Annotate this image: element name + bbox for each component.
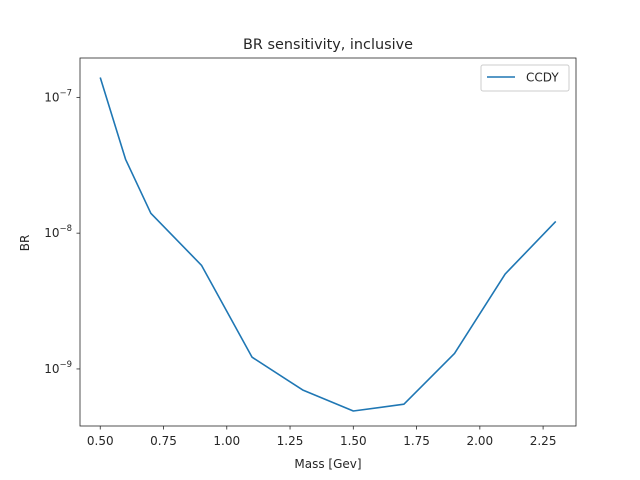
y-tick-label: 10−9 (44, 360, 72, 376)
y-axis-label: BR (18, 235, 32, 252)
y-tick-label: 10−7 (44, 88, 72, 104)
plot-area: 0.50 0.75 1.00 1.25 1.50 1.75 2.00 2.25 10−9 10−8… (44, 57, 577, 448)
x-tick-label: 1.00 (213, 434, 240, 448)
series-line-ccdy (99, 77, 557, 412)
x-tick-label: 1.25 (277, 434, 304, 448)
x-axis-label: Mass [Gev] (294, 457, 361, 471)
legend-label-ccdy: CCDY (526, 71, 559, 85)
x-tick-label: 2.00 (466, 434, 493, 448)
legend-box (480, 64, 570, 92)
x-tick-label: 1.75 (403, 434, 430, 448)
x-tick-label: 2.25 (530, 434, 557, 448)
x-tick-label: 0.75 (150, 434, 177, 448)
plot-frame (79, 57, 577, 427)
chart-title: BR sensitivity, inclusive (243, 37, 413, 53)
legend: CCDY (480, 64, 570, 92)
y-tick-label: 10−8 (44, 224, 72, 240)
x-tick-label: 0.50 (87, 434, 114, 448)
x-tick-label: 1.50 (340, 434, 367, 448)
